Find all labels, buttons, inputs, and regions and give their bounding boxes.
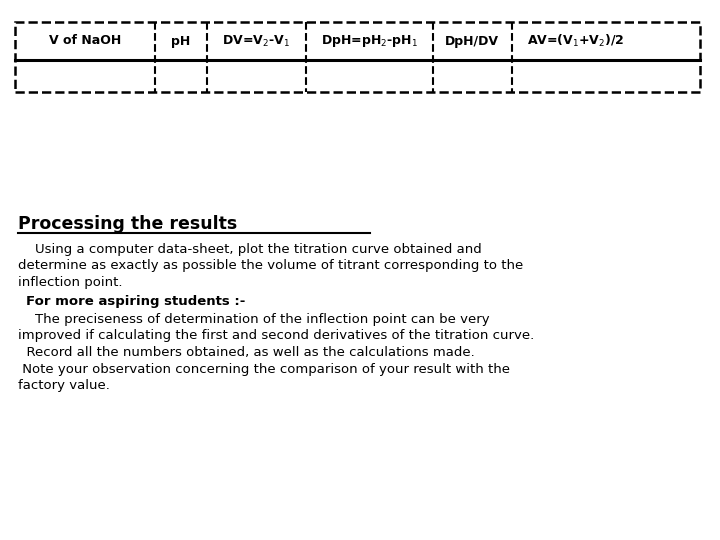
Text: DpH=pH$_2$-pH$_1$: DpH=pH$_2$-pH$_1$ (321, 33, 418, 49)
Text: For more aspiring students :-: For more aspiring students :- (26, 294, 246, 307)
Text: improved if calculating the first and second derivatives of the titration curve.: improved if calculating the first and se… (18, 329, 534, 342)
Text: DV=V$_2$-V$_1$: DV=V$_2$-V$_1$ (222, 33, 290, 49)
Text: Using a computer data-sheet, plot the titration curve obtained and: Using a computer data-sheet, plot the ti… (18, 243, 482, 256)
Text: DpH/DV: DpH/DV (445, 35, 499, 48)
Text: factory value.: factory value. (18, 379, 110, 392)
Text: Processing the results: Processing the results (18, 215, 238, 233)
Text: The preciseness of determination of the inflection point can be very: The preciseness of determination of the … (18, 313, 490, 326)
Text: pH: pH (171, 35, 191, 48)
Text: determine as exactly as possible the volume of titrant corresponding to the: determine as exactly as possible the vol… (18, 260, 523, 273)
Text: inflection point.: inflection point. (18, 276, 122, 289)
Bar (15, 22, 700, 92)
Text: V of NaOH: V of NaOH (49, 35, 122, 48)
Text: Note your observation concerning the comparison of your result with the: Note your observation concerning the com… (18, 362, 510, 375)
Text: Record all the numbers obtained, as well as the calculations made.: Record all the numbers obtained, as well… (18, 346, 474, 359)
Text: AV=(V$_1$+V$_2$)/2: AV=(V$_1$+V$_2$)/2 (526, 33, 624, 49)
